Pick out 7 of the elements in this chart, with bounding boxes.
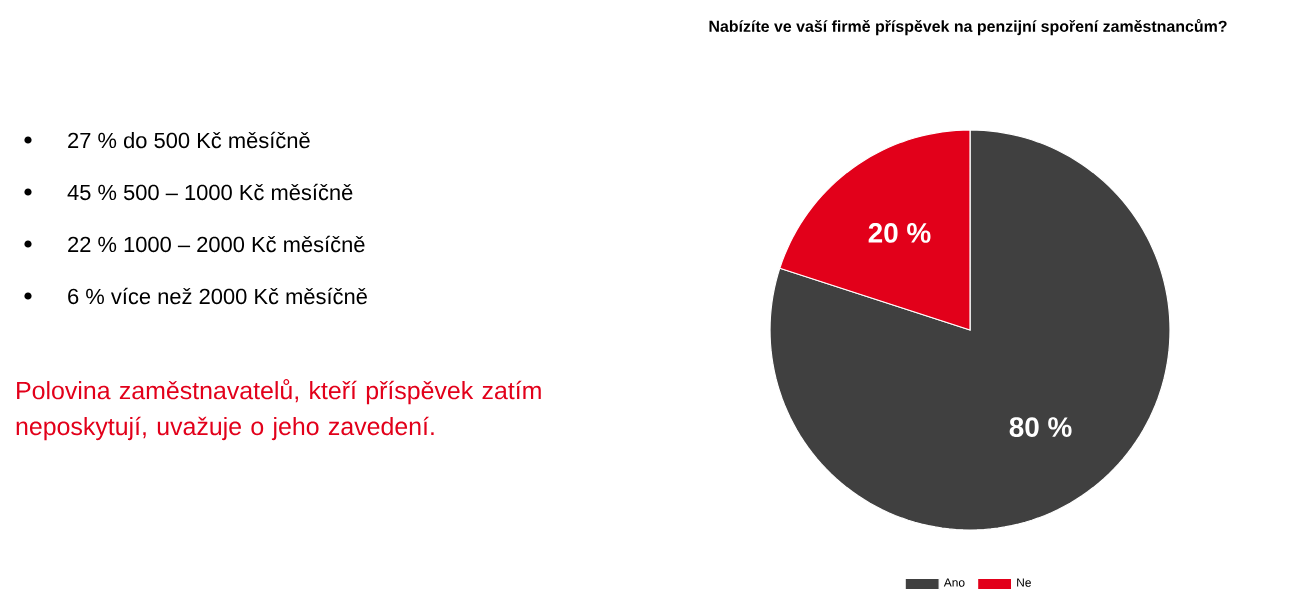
text: Polovina zaměstnavatelů, kteří příspěvek zatím neposkytují, uvažuje o jeho zavedení. xyxy=(16,379,541,441)
text: 45 % 500 – 1000 Kč měsíčně xyxy=(67,183,353,201)
data-label: 80 % xyxy=(1009,417,1072,437)
text: 22 % 1000 – 2000 Kč měsíčně xyxy=(68,235,365,253)
text: 6 % více než 2000 Kč měsíčně xyxy=(68,287,367,305)
data-label: 20 % xyxy=(868,223,931,243)
text: 27 % do 500 Kč měsíčně xyxy=(68,131,310,149)
